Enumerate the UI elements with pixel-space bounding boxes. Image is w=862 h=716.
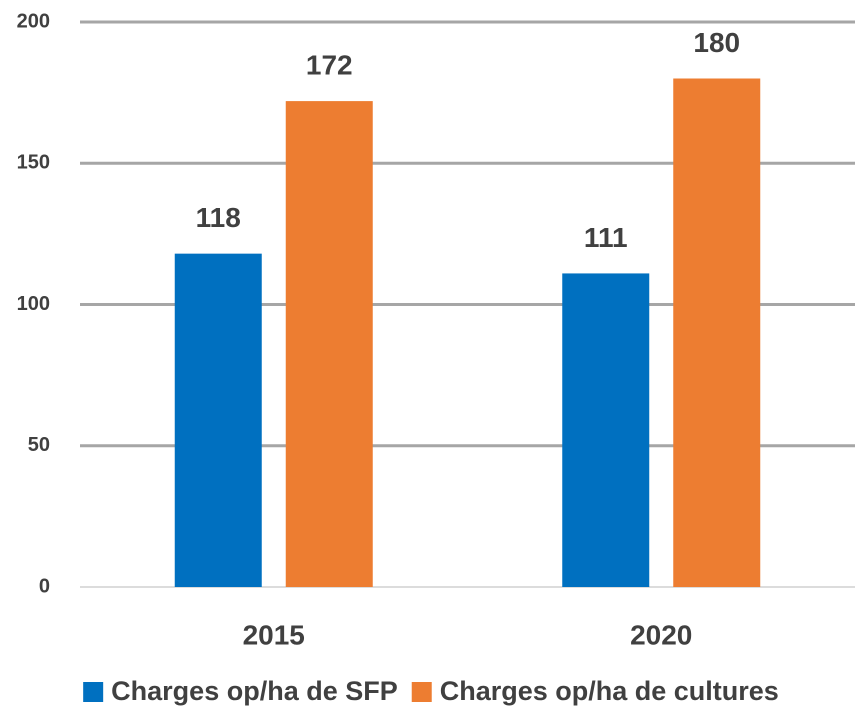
data-label: 111 [584, 222, 628, 253]
y-tick-label: 50 [28, 434, 50, 456]
legend-swatch [411, 682, 432, 702]
data-label: 172 [306, 49, 353, 80]
bar [285, 101, 373, 587]
data-label: 180 [693, 27, 740, 58]
x-tick-label: 2015 [243, 619, 305, 650]
y-tick-label: 0 [39, 575, 50, 597]
bar [174, 253, 262, 587]
y-tick-label: 100 [17, 293, 50, 315]
y-tick-label: 150 [17, 152, 50, 174]
data-label: 118 [196, 202, 241, 233]
x-tick-label: 2020 [630, 619, 692, 650]
legend-label: Charges op/ha de SFP [111, 676, 398, 706]
y-tick-label: 200 [17, 10, 50, 32]
bar [673, 78, 761, 587]
legend-swatch [83, 682, 104, 702]
legend-label: Charges op/ha de cultures [440, 676, 779, 706]
bar [562, 273, 650, 587]
